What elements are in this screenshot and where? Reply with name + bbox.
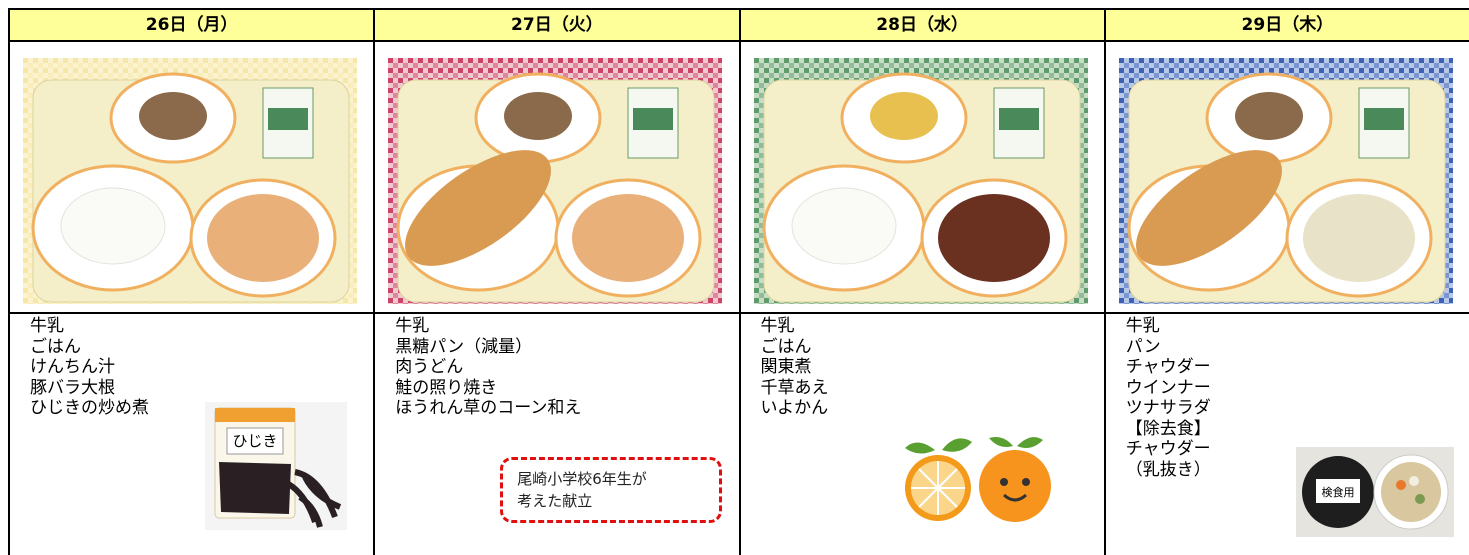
soup	[207, 194, 319, 282]
menu-item: 牛乳	[395, 316, 430, 336]
day-header: 26日（月）	[8, 8, 376, 42]
menu-item: （乳抜き）	[1125, 459, 1211, 480]
lunch-photo	[23, 58, 357, 304]
inspection-photo: 検食用	[1296, 447, 1454, 537]
note-line: 尾崎小学校6年生が	[517, 470, 647, 488]
leaf	[942, 438, 972, 452]
orange-illustration	[905, 437, 1051, 522]
inspection-label: 検食用	[1322, 485, 1355, 499]
menu-list: 牛乳 ごはん けんちん汁 豚バラ大根 ひじきの炒め煮	[30, 316, 330, 419]
lunch-photo	[388, 58, 723, 304]
carrot	[1396, 480, 1406, 490]
lid-label	[1316, 479, 1360, 503]
menu-item: チャウダー	[1125, 439, 1211, 459]
greens	[1415, 494, 1425, 504]
menu-item: ごはん	[760, 336, 812, 357]
menu-item: 牛乳	[1125, 316, 1160, 336]
milk-label	[1363, 108, 1404, 130]
menu-item: チャウダー	[1125, 357, 1211, 377]
note-line: 考えた献立	[517, 492, 593, 510]
menu-item: 鮭の照り焼き	[395, 377, 498, 398]
soup	[572, 194, 685, 282]
segments	[911, 461, 965, 515]
menu-item: ごはん	[30, 336, 81, 357]
hijiki-illustration: ひじき	[205, 402, 347, 530]
bag-label	[226, 427, 284, 455]
note: 尾崎小学校6年生が 考えた献立	[500, 457, 723, 523]
menu-list: 牛乳 ごはん 関東煮 千草あえ いよかん	[761, 316, 1061, 419]
hijiki-contents	[219, 462, 291, 514]
soup	[937, 194, 1050, 282]
menu-item: 関東煮	[760, 357, 812, 377]
menu-item: いよかん	[760, 398, 829, 418]
leaf	[905, 442, 935, 454]
lunch-photo	[753, 58, 1088, 304]
milk-label	[268, 108, 308, 130]
orange-face	[979, 450, 1051, 522]
side-dish	[869, 92, 938, 140]
menu-item: ほうれん草のコーン和え	[395, 398, 582, 418]
menu-item: けんちん汁	[30, 357, 115, 377]
menu-item: 豚バラ大根	[30, 377, 115, 398]
leaf	[1017, 437, 1043, 448]
bread	[1135, 150, 1282, 266]
milk-label	[998, 108, 1039, 130]
day-header: 27日（火）	[373, 8, 741, 42]
rice	[791, 187, 896, 265]
day-header: 29日（木）	[1103, 8, 1469, 42]
menu-item: 黒糖パン（減量）	[395, 336, 533, 357]
bag-top	[215, 408, 295, 422]
day-header: 28日（水）	[738, 8, 1106, 42]
menu-item: ひじきの炒め煮	[30, 398, 149, 418]
side-dish	[504, 92, 573, 140]
menu-item: 牛乳	[30, 316, 64, 336]
menu-list: 牛乳 黒糖パン（減量） 肉うどん 鮭の照り焼き ほうれん草のコーン和え	[395, 316, 695, 419]
hijiki-loose	[283, 469, 342, 528]
leaf	[989, 437, 1013, 447]
rice	[60, 187, 166, 265]
milk-label	[633, 108, 674, 130]
soup	[1302, 194, 1415, 282]
eye	[1022, 478, 1030, 486]
menu-item: 千草あえ	[760, 377, 829, 398]
menu-list: 牛乳 パン チャウダー ウインナー ツナサラダ 【除去食】 チャウダー （乳抜き）	[1126, 316, 1426, 480]
menu-item: ウインナー	[1125, 377, 1211, 398]
hijiki-label: ひじき	[232, 432, 277, 450]
menu-item: 牛乳	[760, 316, 795, 336]
menu-item: 【除去食】	[1125, 418, 1211, 439]
side-dish	[139, 92, 207, 140]
side-dish	[1234, 92, 1303, 140]
menu-item: ツナサラダ	[1125, 398, 1211, 418]
menu-item: 肉うどん	[395, 357, 464, 377]
potato	[1409, 476, 1419, 486]
lunch-photo	[1118, 58, 1453, 304]
soup	[1381, 462, 1441, 522]
menu-item: パン	[1125, 336, 1161, 357]
smile	[1002, 493, 1028, 502]
bread	[405, 150, 552, 266]
eye	[1000, 478, 1008, 486]
